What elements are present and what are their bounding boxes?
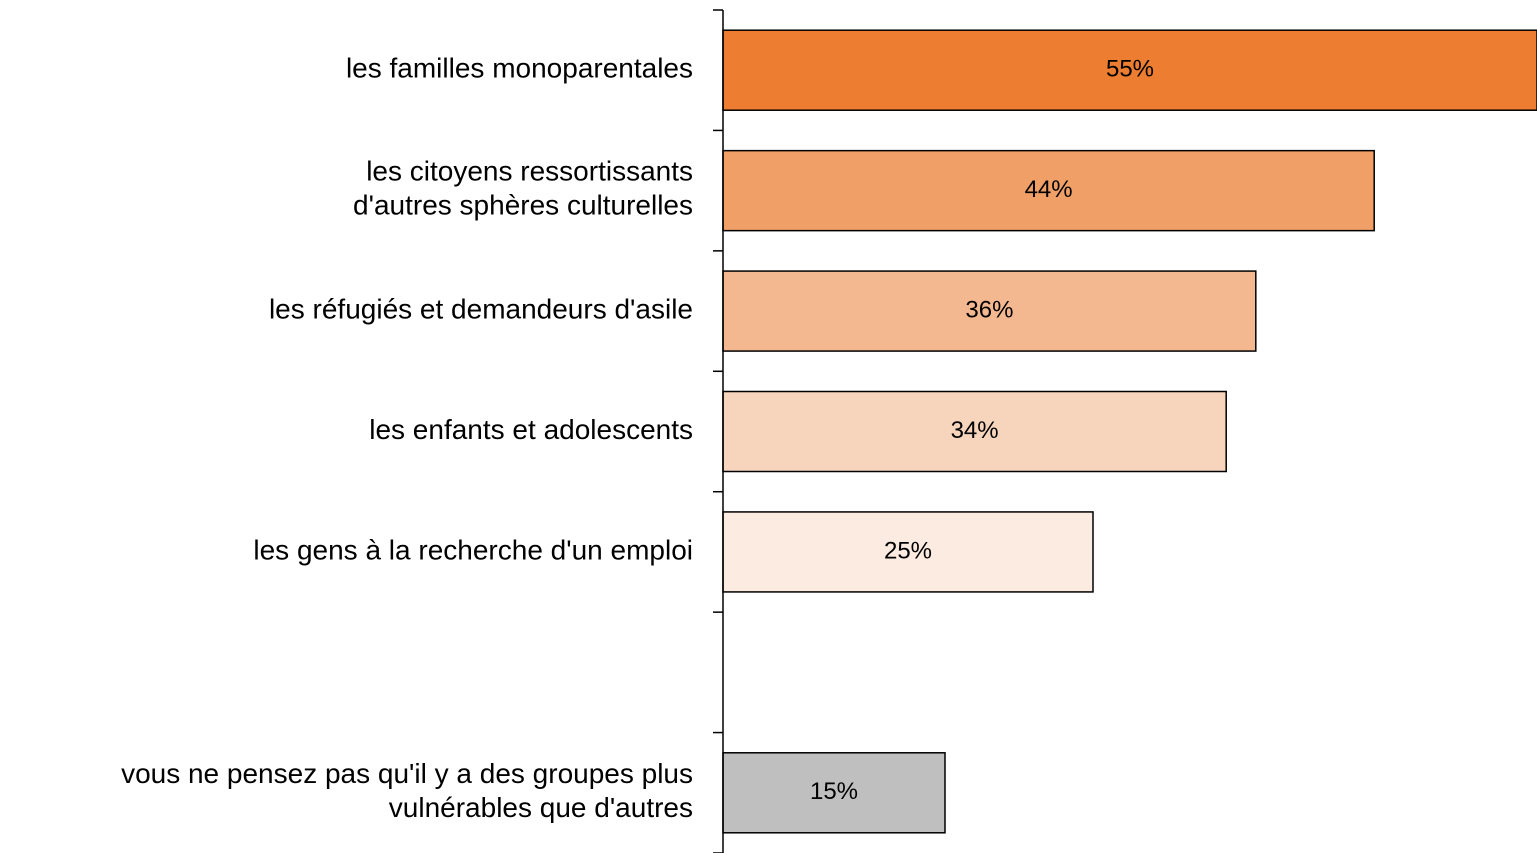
category-label: les gens à la recherche d'un emploi — [253, 534, 693, 565]
value-label: 44% — [1025, 176, 1073, 203]
value-label: 15% — [810, 778, 858, 805]
bar — [722, 149, 1375, 232]
category-label: les réfugiés et demandeurs d'asile — [269, 293, 693, 324]
bar — [722, 752, 946, 834]
value-label: 25% — [884, 537, 932, 564]
category-label: vous ne pensez pas qu'il y a des groupes… — [121, 758, 693, 823]
category-label: les enfants et adolescents — [369, 414, 693, 445]
value-label: 34% — [951, 417, 999, 444]
category-label: les familles monoparentales — [346, 53, 693, 84]
bar — [722, 511, 1094, 593]
category-label: les citoyens ressortissants d'autres sphè… — [353, 156, 693, 221]
value-label: 36% — [965, 296, 1013, 323]
value-label: 55% — [1106, 56, 1154, 83]
bar — [722, 270, 1257, 352]
